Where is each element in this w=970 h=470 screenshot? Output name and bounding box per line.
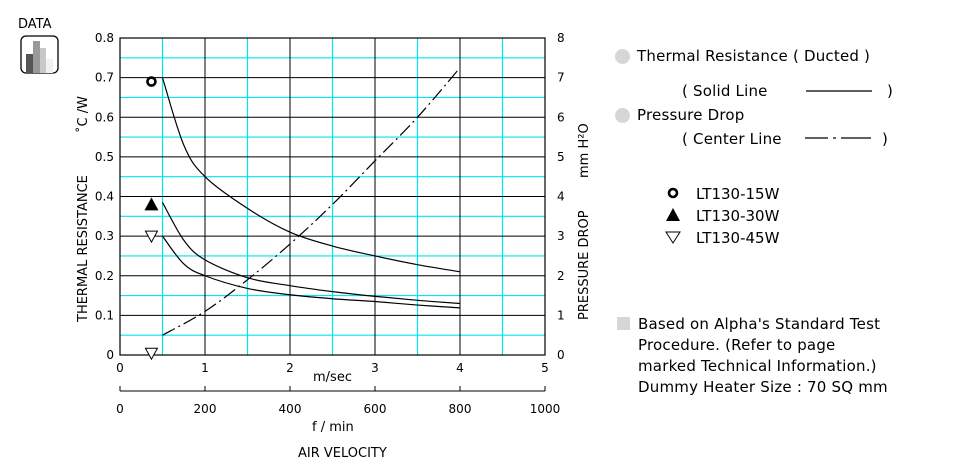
series-line-lt130-15w — [161, 77, 461, 273]
tick-labels: 0 0.1 0.2 0.3 0.4 0.5 0.6 0.7 0.8 0 1 2 3 4 5 6 7 8 0 1 2 3 4 5… — [95, 31, 565, 416]
note-line: Dummy Heater Size : 70 SQ mm — [638, 378, 888, 396]
x-tick-label: 5 — [541, 361, 549, 375]
series-line-pressure-drop — [162, 67, 461, 336]
x2-axis-title: f / min — [312, 420, 354, 435]
y-tick-label: 0.7 — [95, 71, 114, 85]
y-axis-title: THERMAL RESISTANCE — [76, 175, 91, 323]
open-triangle-down-icon — [665, 231, 681, 244]
y2-tick-label: 0 — [557, 348, 565, 362]
air-velocity-title: AIR VELOCITY — [298, 446, 387, 461]
x2-tick-label: 400 — [279, 402, 302, 416]
legend-center-line-close: ) — [882, 130, 889, 148]
open-triangle-down-marker — [144, 347, 159, 361]
open-circle-icon — [667, 187, 679, 199]
x2-tick-label: 1000 — [530, 402, 561, 416]
note-bullet — [617, 317, 630, 330]
legend-series-30w: LT130-30W — [696, 207, 780, 225]
data-badge-label: DATA — [18, 17, 52, 32]
legend-solid-line-label: ( Solid Line — [682, 82, 768, 100]
filled-triangle-marker — [144, 197, 159, 211]
note-line: Based on Alpha's Standard Test — [638, 315, 881, 333]
x-tick-label: 4 — [456, 361, 464, 375]
legend-series-15w: LT130-15W — [696, 185, 780, 203]
y-tick-label: 0.4 — [95, 190, 114, 204]
y-tick-label: 0.3 — [95, 229, 114, 243]
y2-tick-label: 7 — [557, 71, 565, 85]
x-tick-label: 3 — [371, 361, 379, 375]
y-tick-label: 0.2 — [95, 269, 114, 283]
y-tick-label: 0.6 — [95, 110, 114, 124]
x-tick-label: 2 — [286, 361, 294, 375]
x-tick-label: 0 — [116, 361, 124, 375]
y-tick-label: 0 — [106, 348, 114, 362]
legend-thermal-title: Thermal Resistance ( Ducted ) — [637, 47, 871, 65]
plot-frame — [119, 37, 546, 356]
filled-triangle-icon — [666, 208, 680, 221]
y2-axis-title: PRESSURE DROP — [577, 210, 592, 320]
open-triangle-down-marker — [144, 230, 159, 244]
series-line-lt130-45w — [162, 235, 461, 309]
x-tick-label: 1 — [201, 361, 209, 375]
x2-tick-label: 600 — [364, 402, 387, 416]
note-line: Procedure. (Refer to page — [638, 336, 836, 354]
note-line: marked Technical Information.) — [638, 357, 877, 375]
y-tick-label: 0.8 — [95, 31, 114, 45]
y2-tick-label: 3 — [557, 229, 565, 243]
x2-tick-label: 200 — [194, 402, 217, 416]
x2-tick-label: 0 — [116, 402, 124, 416]
y-tick-label: 0.1 — [95, 308, 114, 322]
pressure-bullet — [615, 108, 630, 123]
legend-pressure-title: Pressure Drop — [637, 106, 745, 124]
plot-axes — [119, 37, 546, 392]
series-line-lt130-30w — [161, 202, 461, 305]
series-lines — [161, 67, 461, 336]
y2-tick-label: 5 — [557, 150, 565, 164]
legend-solid-line-close: ) — [887, 82, 894, 100]
bar-chart-icon — [20, 35, 59, 74]
x2-tick-label: 800 — [449, 402, 472, 416]
y2-tick-label: 1 — [557, 308, 565, 322]
plot-grid — [120, 38, 545, 355]
y-tick-label: 0.5 — [95, 150, 114, 164]
legend-center-line-label: ( Center Line — [682, 130, 782, 148]
y2-tick-label: 6 — [557, 110, 565, 124]
y2-tick-label: 4 — [557, 190, 565, 204]
y2-axis-unit: mm H²O — [577, 123, 592, 178]
series-markers — [144, 76, 159, 361]
y2-tick-label: 8 — [557, 31, 565, 45]
test-procedure-note: Based on Alpha's Standard Test Procedure… — [638, 314, 888, 398]
y-axis-unit: ˚C /W — [75, 96, 91, 133]
legend-series-45w: LT130-45W — [696, 229, 780, 247]
x-axis-title: m/sec — [313, 370, 352, 385]
y2-tick-label: 2 — [557, 269, 565, 283]
open-circle-marker — [146, 76, 157, 87]
thermal-bullet — [615, 49, 630, 64]
